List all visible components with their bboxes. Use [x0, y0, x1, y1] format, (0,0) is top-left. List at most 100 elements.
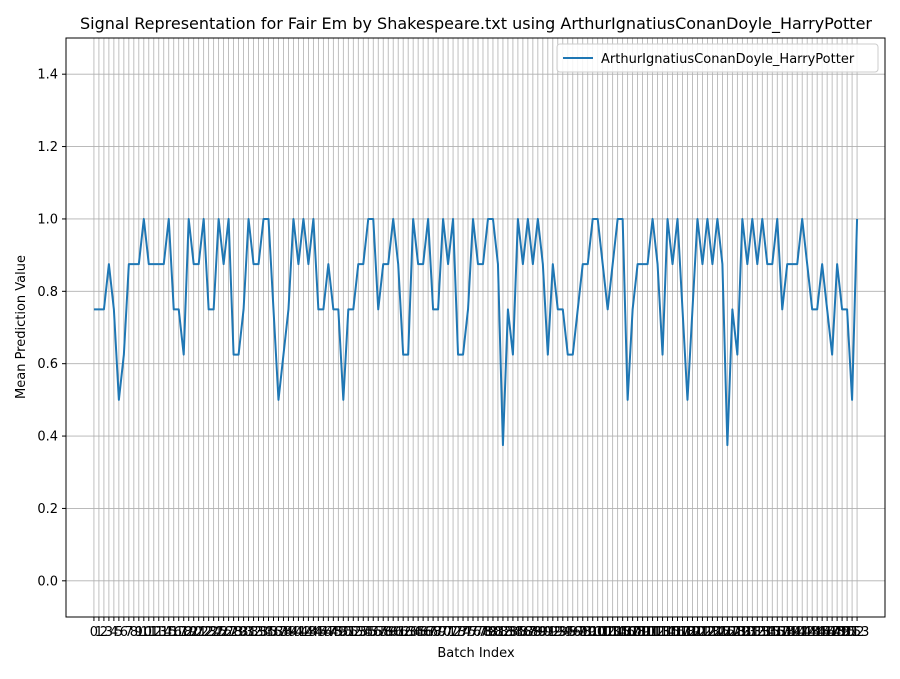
x-tick-label: 97	[569, 625, 586, 640]
x-tick-label: 120	[680, 625, 705, 640]
x-tick-label: 113	[645, 625, 670, 640]
x-tick-label: 85	[510, 625, 527, 640]
data-point	[667, 218, 669, 220]
data-point	[243, 308, 245, 310]
x-tick-label: 135	[755, 625, 780, 640]
y-tick-label: 0.8	[37, 285, 58, 300]
x-tick-label: 69	[430, 625, 447, 640]
data-point	[128, 263, 130, 265]
data-point	[657, 263, 659, 265]
x-tick-label: 37	[270, 625, 287, 640]
data-point	[856, 218, 858, 220]
data-point	[791, 263, 793, 265]
data-point	[532, 263, 534, 265]
data-point	[447, 263, 449, 265]
x-tick-label: 18	[175, 625, 192, 640]
data-point	[831, 354, 833, 356]
data-point	[292, 218, 294, 220]
data-point	[377, 308, 379, 310]
data-point	[736, 354, 738, 356]
chart-title: Signal Representation for Fair Em by Sha…	[80, 14, 872, 34]
data-point	[696, 218, 698, 220]
data-point	[806, 263, 808, 265]
data-point	[213, 308, 215, 310]
x-tick-label: 111	[635, 625, 660, 640]
x-tick-label: 51	[340, 625, 357, 640]
data-point	[203, 218, 205, 220]
x-tick-label: 136	[760, 625, 785, 640]
x-tick-label: 41	[290, 625, 307, 640]
x-tick-label: 40	[285, 625, 302, 640]
data-point	[502, 444, 504, 446]
data-point	[178, 308, 180, 310]
data-point	[208, 308, 210, 310]
data-point	[223, 263, 225, 265]
data-point	[402, 354, 404, 356]
data-point	[816, 308, 818, 310]
data-point	[681, 308, 683, 310]
data-point	[188, 218, 190, 220]
x-tick-label: 19	[180, 625, 197, 640]
data-point	[462, 354, 464, 356]
x-tick-label: 62	[395, 625, 412, 640]
x-tick-label: 79	[480, 625, 497, 640]
x-tick-label: 35	[260, 625, 277, 640]
data-point	[622, 218, 624, 220]
data-point	[691, 308, 693, 310]
x-tick-label: 110	[630, 625, 655, 640]
axes: 0.00.20.40.60.81.01.21.40123456789101112…	[37, 37, 886, 640]
data-point	[761, 218, 763, 220]
data-point	[592, 218, 594, 220]
x-tick-label: 117	[665, 625, 690, 640]
y-tick-label: 0.2	[37, 502, 58, 517]
x-tick-label: 32	[245, 625, 262, 640]
data-point	[637, 263, 639, 265]
x-tick-label: 17	[170, 625, 187, 640]
data-point	[457, 354, 459, 356]
x-tick-label: 145	[805, 625, 830, 640]
x-tick-label: 55	[360, 625, 377, 640]
x-tick-label: 146	[810, 625, 835, 640]
x-tick-label: 114	[650, 625, 675, 640]
x-tick-label: 36	[265, 625, 282, 640]
x-tick-label: 95	[560, 625, 577, 640]
x-tick-label: 10	[136, 625, 153, 640]
x-tick-label: 25	[210, 625, 227, 640]
x-tick-label: 88	[525, 625, 542, 640]
x-tick-label: 22	[195, 625, 212, 640]
x-tick-label: 121	[685, 625, 710, 640]
data-point	[277, 399, 279, 401]
data-point	[307, 263, 309, 265]
x-tick-label: 77	[470, 625, 487, 640]
data-point	[392, 218, 394, 220]
x-tick-label: 96	[564, 625, 581, 640]
data-point	[108, 263, 110, 265]
data-point	[492, 218, 494, 220]
x-tick-label: 60	[385, 625, 402, 640]
data-point	[163, 263, 165, 265]
data-point	[841, 308, 843, 310]
y-tick-label: 0.6	[37, 357, 58, 372]
data-point	[138, 263, 140, 265]
x-tick-label: 152	[840, 625, 865, 640]
data-point	[263, 218, 265, 220]
x-tick-label: 124	[700, 625, 725, 640]
x-tick-label: 31	[240, 625, 257, 640]
data-point	[482, 263, 484, 265]
data-point	[557, 308, 559, 310]
x-tick-label: 47	[320, 625, 337, 640]
data-point	[766, 263, 768, 265]
x-tick-label: 89	[530, 625, 547, 640]
data-point	[647, 263, 649, 265]
x-tick-label: 147	[815, 625, 840, 640]
data-point	[93, 308, 95, 310]
x-tick-label: 74	[455, 625, 472, 640]
x-tick-label: 34	[255, 625, 272, 640]
data-point	[367, 218, 369, 220]
data-point	[332, 308, 334, 310]
data-point	[193, 263, 195, 265]
data-point	[552, 263, 554, 265]
x-tick-label: 71	[440, 625, 457, 640]
x-tick-label: 83	[500, 625, 517, 640]
data-point	[327, 263, 329, 265]
